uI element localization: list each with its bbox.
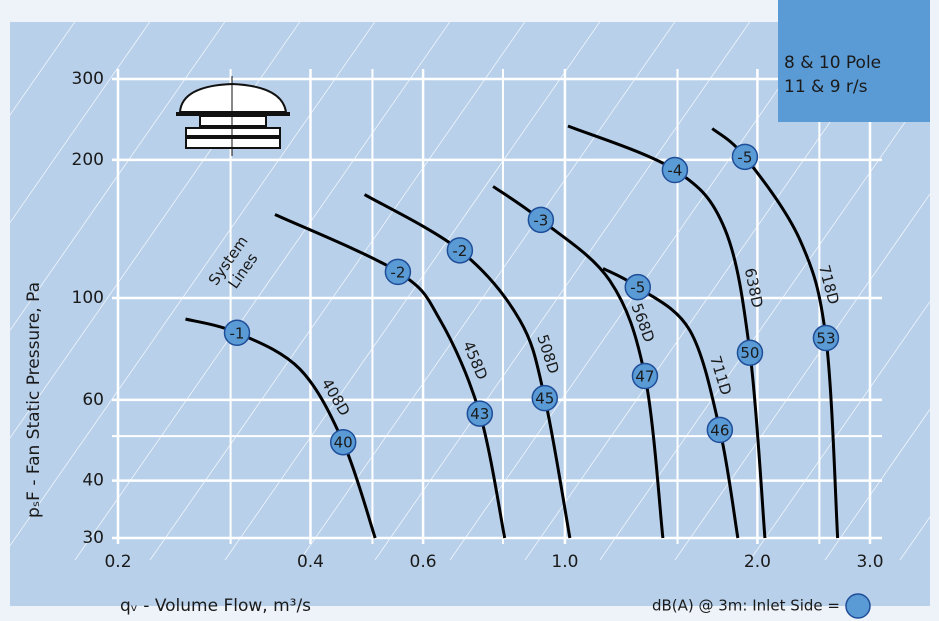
db-marker (531, 384, 559, 412)
grid (112, 69, 882, 544)
x-tick-label: 2.0 (744, 552, 771, 572)
y-tick-label: 40 (82, 471, 104, 491)
legend-text: dB(A) @ 3m: Inlet Side = (652, 597, 840, 615)
fan-base (185, 127, 281, 137)
x-tick-label: 0.2 (104, 552, 131, 572)
y-axis-label: pₛF - Fan Static Pressure, Pa (24, 282, 44, 518)
db-marker (466, 400, 494, 427)
y-tick-label: 100 (72, 288, 104, 308)
db-value: 53 (816, 330, 835, 348)
legend-marker (845, 593, 871, 619)
db-marker (731, 143, 759, 171)
fan-icon (176, 76, 290, 156)
db-value: -2 (390, 263, 405, 281)
system-line (749, 300, 930, 561)
x-tick-label: 3.0 (856, 552, 883, 572)
db-value: -3 (533, 211, 548, 229)
system-line (224, 22, 601, 561)
system-line (149, 22, 526, 561)
system-line (74, 22, 451, 561)
system-line (374, 22, 751, 561)
db-value: 50 (740, 344, 759, 362)
y-tick-label: 30 (82, 528, 104, 548)
db-value: -2 (452, 242, 467, 260)
x-tick-label: 0.4 (297, 552, 324, 572)
db-value: 47 (635, 368, 654, 386)
db-marker (329, 428, 357, 456)
db-marker (446, 237, 474, 264)
system-line (10, 22, 151, 224)
system-line (10, 22, 226, 331)
fan-curve (363, 193, 572, 539)
db-marker (631, 362, 659, 390)
db-marker (706, 416, 734, 444)
db-value: -4 (667, 162, 682, 180)
db-marker (661, 156, 689, 184)
system-line (674, 193, 930, 561)
x-axis-label: qᵥ - Volume Flow, m³/s (120, 596, 311, 616)
y-tick-label: 60 (82, 390, 104, 410)
db-marker (384, 258, 412, 286)
x-tick-label: 0.6 (410, 552, 437, 572)
fan-curve (274, 213, 507, 539)
fan-curb (185, 137, 281, 149)
y-tick-label: 300 (72, 69, 104, 89)
db-marker (736, 339, 764, 366)
db-value: -5 (630, 279, 645, 297)
y-tick-label: 200 (72, 150, 104, 170)
system-line (824, 408, 930, 561)
db-marker (223, 319, 251, 347)
info-line: 8 & 10 Pole (784, 53, 881, 73)
db-value: 40 (334, 434, 353, 452)
system-line (10, 22, 376, 547)
db-value: -1 (230, 324, 245, 342)
db-marker (527, 206, 555, 234)
info-line: 11 & 9 r/s (784, 77, 868, 97)
fan-motor (199, 115, 267, 127)
db-value: 45 (535, 390, 554, 408)
system-line (10, 22, 76, 116)
system-line (299, 22, 676, 561)
db-marker (812, 324, 840, 352)
db-value: 46 (710, 421, 729, 439)
db-value: -5 (737, 148, 752, 166)
fan-curve (567, 124, 767, 539)
chart-background (10, 22, 930, 606)
db-value: 43 (470, 405, 489, 423)
info-box (778, 0, 930, 122)
db-marker (624, 273, 652, 301)
x-tick-label: 1.0 (551, 552, 578, 572)
